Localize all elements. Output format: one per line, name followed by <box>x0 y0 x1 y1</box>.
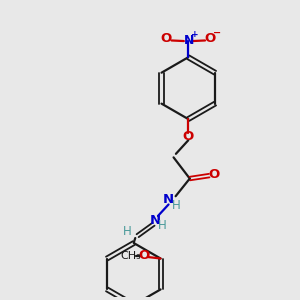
Text: H: H <box>172 199 181 212</box>
Text: O: O <box>161 32 172 45</box>
Text: O: O <box>139 249 150 262</box>
Text: H: H <box>123 225 131 238</box>
Text: N: N <box>163 193 174 206</box>
Text: +: + <box>191 30 199 39</box>
Text: CH₃: CH₃ <box>121 250 142 261</box>
Text: O: O <box>183 130 194 143</box>
Text: −: − <box>213 28 221 38</box>
Text: N: N <box>184 34 194 47</box>
Text: O: O <box>208 168 220 181</box>
Text: N: N <box>150 214 161 226</box>
Text: O: O <box>204 32 216 45</box>
Text: H: H <box>158 219 167 232</box>
